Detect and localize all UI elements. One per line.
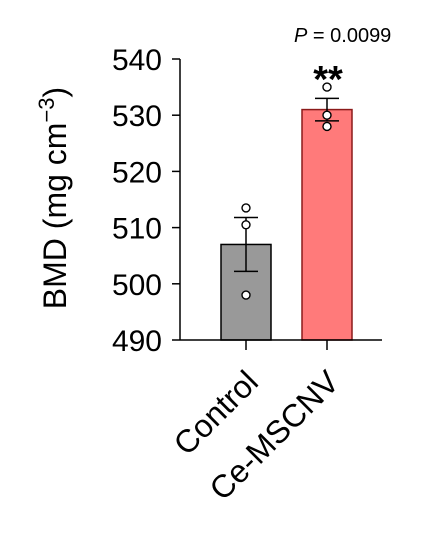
data-point <box>322 110 332 120</box>
y-axis-title: BMD (mg cm−3) <box>34 87 73 309</box>
data-point <box>241 220 251 230</box>
error-bars <box>234 97 339 273</box>
data-points <box>241 82 332 300</box>
y-tick-label: 490 <box>112 325 162 358</box>
y-tick-label: 520 <box>112 156 162 189</box>
bar-ce-mscnv <box>301 108 353 341</box>
significance-marker: ** <box>313 59 343 101</box>
y-tick-label: 530 <box>112 100 162 133</box>
y-tick-label: 500 <box>112 269 162 302</box>
data-point <box>322 121 332 132</box>
data-point <box>241 290 251 300</box>
data-point <box>322 82 332 92</box>
y-axis-title-exponent: −3 <box>34 97 59 122</box>
y-axis: 490 500 510 520 530 540 <box>112 44 181 358</box>
p-value-label: P = 0.0099 <box>294 25 391 47</box>
bars <box>220 108 353 341</box>
y-tick-label: 510 <box>112 213 162 246</box>
data-point <box>241 203 251 213</box>
y-tick-label: 540 <box>112 44 162 77</box>
